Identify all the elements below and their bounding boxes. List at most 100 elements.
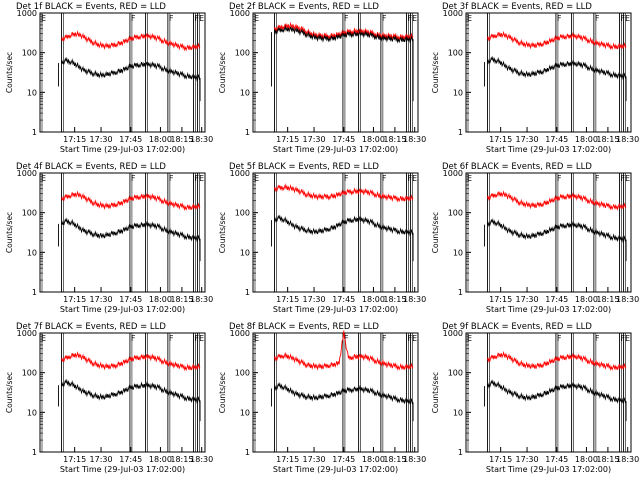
marker-label: F [131, 334, 136, 343]
y-axis-label: Counts/sec [5, 52, 14, 93]
x-tick-label: 17:45 [119, 295, 142, 304]
series-line-events [61, 378, 201, 404]
x-tick-label: 18:00 [149, 135, 172, 144]
y-tick-label: 1 [245, 288, 250, 297]
marker-label: F [169, 14, 174, 23]
x-tick-label: 18:30 [190, 455, 213, 464]
marker-label: F [344, 14, 349, 23]
panel-det-3f: Det 3f BLACK = Events, RED = LLD 1 10 100 10… [431, 2, 639, 154]
plot-frame [252, 332, 419, 453]
y-tick-label: 1000 [17, 169, 37, 178]
marker-label: FE [194, 334, 204, 343]
panel-det-5f: Det 5f BLACK = Events, RED = LLD 1 10 100 10… [218, 162, 426, 314]
marker-label: E [467, 14, 472, 23]
y-tick-label: 10 [27, 408, 37, 417]
x-axis-label: Start Time (29-Jul-03 17:02:00) [60, 305, 185, 314]
y-tick-label: 100 [448, 369, 463, 378]
y-tick-label: 100 [22, 49, 37, 58]
marker-label: F [169, 174, 174, 183]
marker-label: F [595, 334, 600, 343]
y-tick-label: 1000 [230, 169, 250, 178]
chart-title: Det 2f BLACK = Events, RED = LLD [229, 2, 379, 12]
marker-label: FE [407, 334, 417, 343]
chart-title: Det 9f BLACK = Events, RED = LLD [442, 322, 592, 332]
series-line-lld [486, 30, 627, 51]
y-tick-label: 100 [448, 209, 463, 218]
chart-title: Det 6f BLACK = Events, RED = LLD [442, 162, 592, 172]
y-tick-label: 100 [22, 209, 37, 218]
marker-label: F [169, 334, 174, 343]
x-tick-label: 18:15 [596, 455, 619, 464]
x-tick-label: 18:30 [403, 295, 426, 304]
x-tick-label: 17:15 [276, 135, 299, 144]
x-tick-label: 18:00 [149, 295, 172, 304]
x-axis-label: Start Time (29-Jul-03 17:02:00) [486, 145, 611, 154]
x-axis-label: Start Time (29-Jul-03 17:02:00) [273, 305, 398, 314]
x-tick-label: 18:00 [575, 295, 598, 304]
y-axis-label: Counts/sec [5, 372, 14, 413]
x-tick-label: 18:30 [403, 455, 426, 464]
x-tick-label: 17:30 [516, 135, 539, 144]
series-line-events [61, 56, 201, 82]
x-tick-label: 18:15 [596, 295, 619, 304]
plot-frame [252, 172, 419, 293]
marker-label: FE [194, 14, 204, 23]
x-axis-label: Start Time (29-Jul-03 17:02:00) [273, 465, 398, 474]
x-axis-label: Start Time (29-Jul-03 17:02:00) [486, 305, 611, 314]
y-tick-label: 1 [245, 448, 250, 457]
series-line-lld [273, 183, 414, 203]
x-tick-label: 18:30 [616, 135, 639, 144]
marker-label: FE [620, 174, 630, 183]
panel-det-6f: Det 6f BLACK = Events, RED = LLD 1 10 100 10… [431, 162, 639, 314]
y-tick-label: 10 [27, 88, 37, 97]
series-line-events [61, 217, 201, 243]
marker-label: F [595, 14, 600, 23]
chart-title: Det 4f BLACK = Events, RED = LLD [16, 162, 166, 172]
x-tick-label: 17:15 [489, 455, 512, 464]
x-tick-label: 17:15 [489, 135, 512, 144]
y-axis-label: Counts/sec [218, 52, 227, 93]
series-line-lld [61, 30, 201, 52]
x-tick-label: 18:15 [383, 295, 406, 304]
series-line-lld [273, 330, 414, 371]
marker-label: F [557, 174, 562, 183]
x-tick-label: 18:15 [170, 455, 193, 464]
marker-label: F [557, 334, 562, 343]
y-tick-label: 1000 [443, 169, 463, 178]
x-tick-label: 18:15 [383, 455, 406, 464]
x-axis-label: Start Time (29-Jul-03 17:02:00) [60, 465, 185, 474]
y-tick-label: 1000 [230, 329, 250, 338]
marker-label: F [131, 174, 136, 183]
y-tick-label: 1 [458, 128, 463, 137]
x-tick-label: 18:15 [596, 135, 619, 144]
y-tick-label: 100 [235, 49, 250, 58]
x-tick-label: 18:30 [616, 455, 639, 464]
y-tick-label: 1000 [17, 329, 37, 338]
y-tick-label: 10 [240, 88, 250, 97]
marker-label: E [254, 174, 259, 183]
series-line-events [273, 214, 414, 237]
x-tick-label: 18:00 [575, 455, 598, 464]
x-tick-label: 17:30 [90, 455, 113, 464]
y-axis-label: Counts/sec [5, 212, 14, 253]
panel-det-4f: Det 4f BLACK = Events, RED = LLD 1 10 100 10… [5, 162, 213, 314]
x-axis-label: Start Time (29-Jul-03 17:02:00) [273, 145, 398, 154]
y-tick-label: 1 [32, 288, 37, 297]
marker-label: F [382, 174, 387, 183]
y-tick-label: 10 [240, 248, 250, 257]
y-tick-label: 10 [240, 408, 250, 417]
marker-label: E [467, 174, 472, 183]
y-tick-label: 100 [235, 209, 250, 218]
x-tick-label: 17:15 [63, 135, 86, 144]
y-axis-label: Counts/sec [431, 372, 440, 413]
marker-label: E [41, 174, 46, 183]
marker-label: FE [194, 174, 204, 183]
y-tick-label: 1000 [443, 9, 463, 18]
series-line-lld [273, 21, 414, 41]
marker-label: F [344, 174, 349, 183]
y-tick-label: 100 [235, 369, 250, 378]
x-tick-label: 17:30 [516, 455, 539, 464]
panel-det-7f: Det 7f BLACK = Events, RED = LLD 1 10 100 10… [5, 322, 213, 474]
x-tick-label: 17:30 [303, 135, 326, 144]
x-tick-label: 17:30 [90, 295, 113, 304]
